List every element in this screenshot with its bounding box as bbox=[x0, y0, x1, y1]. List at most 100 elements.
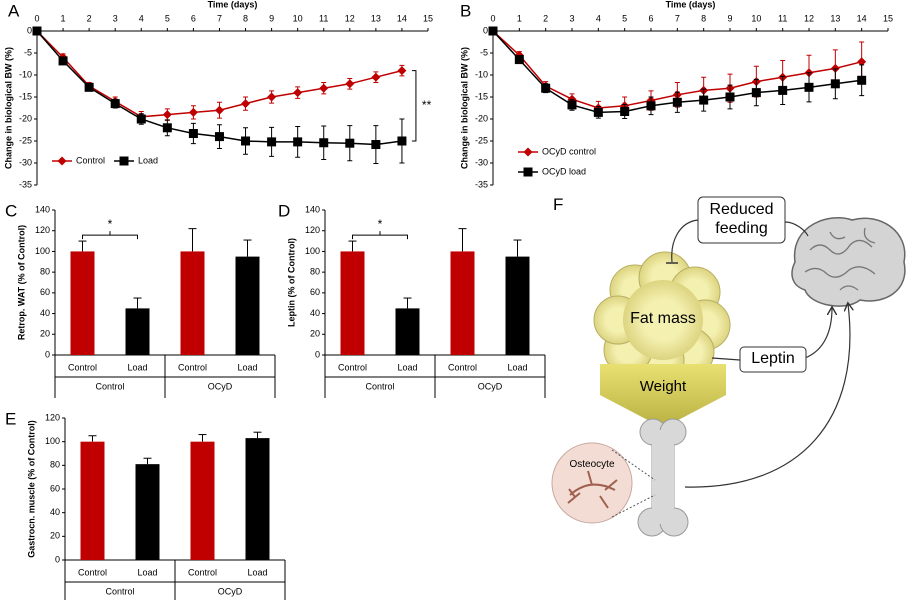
x-tick-label: 10 bbox=[293, 13, 303, 23]
y-tick-label: 60 bbox=[310, 287, 320, 297]
y-tick-label: 60 bbox=[50, 483, 60, 493]
panel-label: F bbox=[553, 195, 564, 214]
x-tick-label: Load bbox=[247, 567, 267, 577]
marker bbox=[397, 66, 407, 76]
annotation: * bbox=[378, 217, 383, 231]
marker bbox=[857, 57, 867, 67]
y-tick-label: -20 bbox=[19, 113, 32, 123]
y-tick-label: -30 bbox=[19, 157, 32, 167]
x-tick-label: Load bbox=[127, 362, 147, 372]
marker bbox=[830, 79, 840, 89]
bar bbox=[190, 441, 215, 560]
y-tick-label: -10 bbox=[19, 69, 32, 79]
x-tick-label: 7 bbox=[675, 13, 680, 23]
x-tick-label: 3 bbox=[569, 13, 574, 23]
x-tick-label: 1 bbox=[61, 13, 66, 23]
y-tick-label: 120 bbox=[45, 412, 60, 422]
panel-label: A bbox=[8, 1, 20, 20]
marker bbox=[162, 110, 172, 120]
marker bbox=[293, 88, 303, 98]
y-tick-label: 120 bbox=[35, 225, 50, 235]
y-tick-label: -25 bbox=[475, 135, 488, 145]
y-tick-label: 80 bbox=[310, 267, 320, 277]
marker bbox=[646, 101, 656, 111]
group-label: OCyD bbox=[478, 381, 503, 391]
x-tick-label: Control bbox=[448, 362, 477, 372]
x-tick-label: 5 bbox=[165, 13, 170, 23]
panel-label: C bbox=[5, 201, 17, 220]
y-axis-label: Leptin (% of Control) bbox=[286, 238, 296, 327]
y-tick-label: 0 bbox=[27, 25, 32, 35]
marker bbox=[541, 83, 551, 93]
x-tick-label: 8 bbox=[243, 13, 248, 23]
x-tick-label: 14 bbox=[857, 13, 867, 23]
marker bbox=[136, 114, 146, 124]
bar bbox=[70, 251, 95, 355]
y-tick-label: -15 bbox=[475, 91, 488, 101]
x-axis-label: Time (days) bbox=[666, 0, 716, 9]
marker bbox=[32, 26, 42, 36]
bar bbox=[80, 441, 105, 560]
y-tick-label: -25 bbox=[19, 135, 32, 145]
marker bbox=[214, 132, 224, 142]
y-tick-label: -15 bbox=[19, 91, 32, 101]
brain bbox=[791, 216, 906, 307]
marker bbox=[241, 136, 251, 146]
marker bbox=[523, 167, 533, 177]
x-tick-label: 13 bbox=[830, 13, 840, 23]
marker bbox=[319, 83, 329, 93]
y-tick-label: 80 bbox=[50, 460, 60, 470]
marker bbox=[241, 99, 251, 109]
panel-label: B bbox=[460, 1, 471, 20]
marker bbox=[188, 129, 198, 139]
significance-bracket bbox=[82, 231, 138, 240]
marker bbox=[804, 82, 814, 92]
bar bbox=[125, 308, 150, 355]
bar bbox=[505, 256, 530, 355]
x-tick-label: 9 bbox=[269, 13, 274, 23]
y-tick-label: -10 bbox=[475, 69, 488, 79]
marker bbox=[57, 156, 67, 166]
annotation: * bbox=[108, 217, 113, 231]
marker bbox=[523, 147, 533, 157]
marker bbox=[162, 123, 172, 133]
x-axis-label: Time (days) bbox=[208, 0, 258, 9]
node-label: Weight bbox=[639, 378, 687, 395]
x-tick-label: 3 bbox=[113, 13, 118, 23]
x-tick-label: 11 bbox=[319, 13, 328, 23]
y-tick-label: 140 bbox=[35, 204, 50, 214]
group-label: OCyD bbox=[218, 586, 243, 596]
x-tick-label: 11 bbox=[778, 13, 787, 23]
reduced-feeding-box bbox=[697, 196, 786, 244]
group-label: Control bbox=[365, 381, 394, 391]
marker bbox=[110, 99, 120, 109]
marker bbox=[345, 79, 355, 89]
x-tick-label: 15 bbox=[423, 13, 433, 23]
x-tick-label: 8 bbox=[701, 13, 706, 23]
marker bbox=[84, 82, 94, 92]
bar-panel: C Retrop. WAT (% of Control) 0 20 40 60 80 100 1… bbox=[5, 201, 276, 398]
x-tick-label: Load bbox=[137, 567, 157, 577]
group-label: Control bbox=[95, 381, 124, 391]
y-tick-label: 100 bbox=[305, 246, 320, 256]
y-axis-label: Change in biological BW (%) bbox=[3, 47, 13, 169]
bar bbox=[450, 251, 475, 355]
bar bbox=[235, 256, 260, 355]
bar bbox=[340, 251, 365, 355]
marker bbox=[699, 95, 709, 105]
marker bbox=[593, 107, 603, 117]
panel-label: D bbox=[278, 201, 290, 220]
y-tick-label: 0 bbox=[55, 554, 60, 564]
x-tick-label: 2 bbox=[87, 13, 92, 23]
connector bbox=[711, 357, 741, 361]
marker bbox=[488, 26, 498, 36]
y-tick-label: 0 bbox=[483, 25, 488, 35]
node-label: Leptin bbox=[751, 350, 795, 367]
marker bbox=[188, 107, 198, 117]
y-tick-label: 40 bbox=[40, 308, 50, 318]
y-tick-label: 20 bbox=[50, 531, 60, 541]
x-tick-label: 12 bbox=[345, 13, 355, 23]
zoom-lines bbox=[611, 449, 656, 518]
group-label: OCyD bbox=[208, 381, 233, 391]
